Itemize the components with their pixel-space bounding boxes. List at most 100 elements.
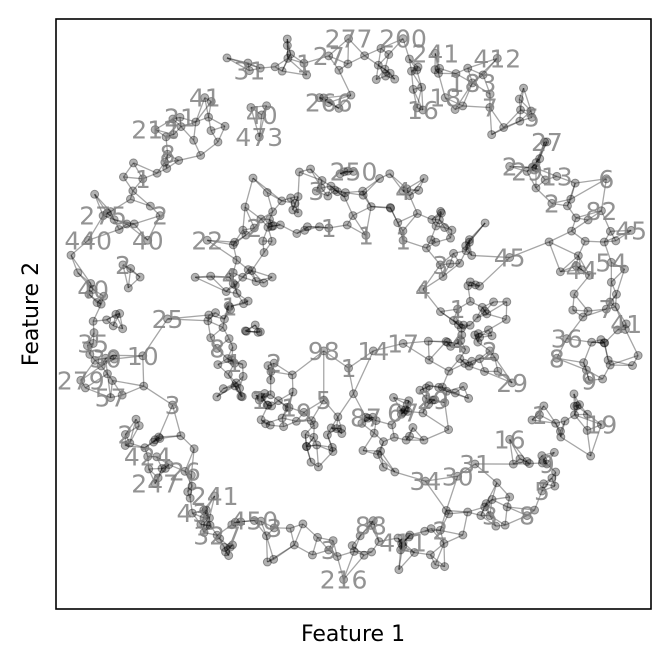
graph-node — [464, 393, 474, 403]
graph-edge — [397, 537, 403, 544]
node-label: 3 — [321, 536, 337, 565]
graph-edge — [154, 477, 159, 484]
graph-edge — [291, 374, 294, 393]
graph-node — [418, 408, 428, 418]
graph-node — [549, 447, 559, 457]
graph-edge — [408, 58, 419, 68]
graph-node — [218, 322, 228, 332]
node-label: 5 — [316, 386, 332, 415]
graph-node — [465, 320, 475, 330]
graph-edge — [539, 141, 548, 159]
graph-edge — [419, 385, 430, 391]
graph-edge — [449, 230, 453, 239]
graph-edge — [427, 341, 430, 361]
graph-edge — [127, 268, 132, 289]
graph-edge — [543, 477, 553, 485]
graph-node — [453, 304, 463, 314]
graph-edge — [178, 154, 201, 162]
graph-edge — [232, 241, 236, 246]
graph-node — [249, 223, 259, 233]
graph-node — [527, 162, 537, 172]
graph-edge — [474, 334, 479, 343]
graph-edge — [114, 355, 143, 360]
graph-edge — [255, 280, 264, 284]
graph-node — [368, 516, 378, 526]
graph-edge — [246, 330, 261, 333]
graph-edge — [290, 195, 299, 199]
graph-node — [570, 410, 580, 420]
graph-edge — [304, 434, 307, 447]
graph-edge — [572, 293, 575, 311]
graph-edge — [168, 463, 186, 472]
graph-edge — [253, 520, 267, 537]
node-label: 30 — [90, 344, 122, 373]
node-label: 21 — [164, 103, 196, 132]
graph-edge — [624, 329, 639, 356]
graph-edge — [471, 358, 480, 362]
graph-edge — [303, 411, 312, 422]
graph-node — [419, 435, 429, 445]
graph-edge — [260, 520, 275, 529]
graph-edge — [307, 226, 329, 229]
graph-node — [340, 188, 350, 198]
graph-edge — [268, 219, 274, 227]
node-label: 16 — [407, 96, 439, 125]
graph-edge — [245, 227, 255, 236]
graph-edge — [336, 556, 345, 580]
graph-node — [306, 457, 316, 467]
graph-edge — [509, 439, 514, 465]
graph-edge — [269, 218, 281, 226]
graph-edge — [147, 215, 161, 241]
node-label: 54 — [595, 248, 627, 277]
graph-edge — [577, 240, 586, 257]
graph-node — [522, 456, 532, 466]
graph-node — [88, 284, 98, 294]
graph-node — [324, 223, 334, 233]
graph-node — [368, 412, 378, 422]
graph-node — [314, 222, 324, 232]
graph-node — [444, 366, 454, 376]
graph-edge — [460, 340, 467, 351]
graph-edge — [390, 207, 399, 223]
graph-edge — [542, 451, 555, 461]
graph-edge — [414, 551, 431, 556]
graph-edge — [227, 374, 236, 387]
graph-node — [530, 505, 540, 515]
graph-node — [402, 399, 412, 409]
node-label: 17 — [387, 330, 419, 359]
graph-edge — [600, 178, 608, 211]
graph-node — [441, 337, 451, 347]
graph-edge — [332, 540, 338, 557]
graph-edge — [394, 471, 426, 482]
graph-edge — [217, 359, 233, 366]
graph-edge — [242, 269, 249, 278]
graph-edge — [519, 458, 528, 463]
graph-edge — [206, 239, 238, 261]
graph-edge — [398, 545, 404, 570]
graph-edge — [335, 416, 339, 429]
graph-node — [238, 371, 248, 381]
graph-node — [435, 63, 445, 73]
graph-edge — [153, 437, 161, 443]
graph-edge — [154, 436, 160, 441]
graph-edge — [389, 173, 408, 190]
graph-edge — [535, 167, 546, 181]
graph-edge — [121, 385, 144, 396]
graph-edge — [460, 334, 463, 341]
graph-edge — [154, 128, 174, 136]
graph-edge — [289, 197, 294, 211]
graph-node — [266, 375, 276, 385]
graph-node — [248, 173, 258, 183]
graph-edge — [548, 230, 572, 243]
graph-edge — [280, 224, 298, 235]
graph-node — [125, 438, 135, 448]
graph-node — [222, 354, 232, 364]
node-label: 30 — [442, 462, 474, 491]
graph-edge — [154, 118, 174, 131]
graph-edge — [229, 303, 244, 308]
graph-node — [219, 542, 229, 552]
graph-edge — [457, 300, 471, 310]
graph-node — [438, 271, 448, 281]
graph-edge — [546, 463, 557, 473]
graph-edge — [438, 212, 443, 220]
